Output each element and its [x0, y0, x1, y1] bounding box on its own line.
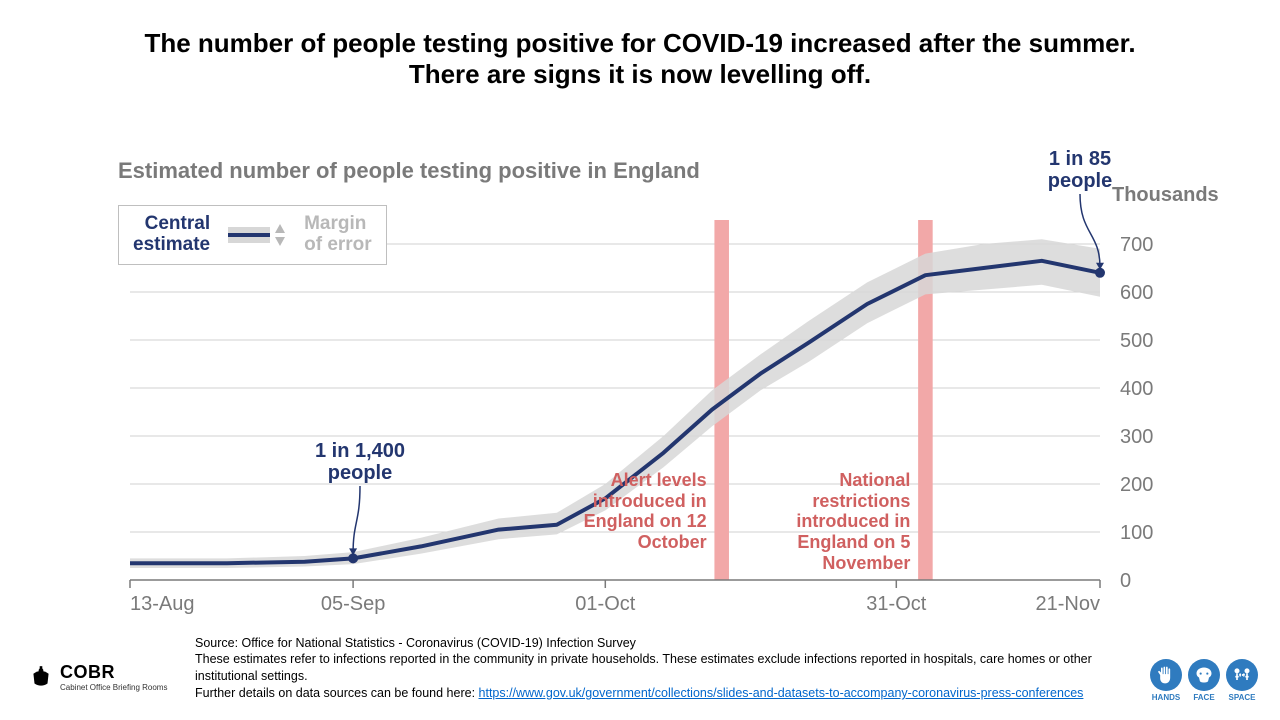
footer-line-2: These estimates refer to infections repo… [195, 651, 1135, 685]
event-label: Alert levels introduced in England on 12… [547, 470, 707, 553]
cobr-logo: COBR Cabinet Office Briefing Rooms [28, 662, 167, 692]
crest-icon [28, 664, 54, 690]
legend-line-rect [228, 233, 270, 237]
slide-root: { "title": { "line1": "The number of peo… [0, 0, 1280, 720]
x-tick-label: 31-Oct [866, 593, 926, 615]
y-tick-label: 300 [1120, 426, 1153, 448]
hfs-label: HANDS [1152, 693, 1180, 702]
hfs-item: HANDS [1150, 659, 1182, 702]
hfs-item: SPACE [1226, 659, 1258, 702]
line-chart: 0 100 200 300 400 500 600 700 13-Aug 05-Sep 01-Oct… [0, 0, 1280, 720]
y-tick-label: 700 [1120, 234, 1153, 256]
cobr-text: COBR Cabinet Office Briefing Rooms [60, 662, 167, 692]
y-tick-label: 0 [1120, 570, 1131, 592]
legend-left-1: Central [133, 214, 210, 235]
x-tick-label: 05-Sep [321, 593, 386, 615]
hands-face-space-icons: HANDS FACE SPACE [1150, 659, 1258, 702]
space-icon [1226, 659, 1258, 691]
legend-right-1: Margin [304, 214, 372, 235]
legend-right-2: of error [304, 235, 372, 256]
footer-link[interactable]: https://www.gov.uk/government/collection… [479, 686, 1084, 700]
face-icon [1188, 659, 1220, 691]
hfs-label: FACE [1193, 693, 1214, 702]
x-tick-label: 01-Oct [575, 593, 635, 615]
x-tick-label: 21-Nov [1036, 593, 1100, 615]
y-tick-label: 400 [1120, 378, 1153, 400]
legend-margin-arrows [274, 224, 286, 246]
legend-series-swatch [228, 224, 270, 246]
hfs-label: SPACE [1229, 693, 1256, 702]
y-tick-label: 600 [1120, 282, 1153, 304]
footer-line-3-prefix: Further details on data sources can be f… [195, 686, 479, 700]
footer-line-3: Further details on data sources can be f… [195, 685, 1135, 702]
y-tick-label: 100 [1120, 522, 1153, 544]
annotation-callout: 1 in 85people [1020, 148, 1140, 192]
annotation-callout: 1 in 1,400people [300, 440, 420, 484]
y-tick-label: 200 [1120, 474, 1153, 496]
annotation-leader [353, 486, 360, 552]
x-tick-label: 13-Aug [130, 593, 195, 615]
legend-margin-of-error-label: Margin of error [304, 214, 372, 256]
footer-line-1: Source: Office for National Statistics -… [195, 635, 1135, 652]
cobr-subtitle: Cabinet Office Briefing Rooms [60, 683, 167, 692]
legend-left-2: estimate [133, 235, 210, 256]
legend: Central estimate Margin of error [118, 205, 387, 265]
hfs-item: FACE [1188, 659, 1220, 702]
hands-icon [1150, 659, 1182, 691]
legend-swatch [228, 224, 286, 246]
y-tick-label: 500 [1120, 330, 1153, 352]
legend-central-estimate-label: Central estimate [133, 214, 210, 256]
event-label: National restrictions introduced in Engl… [750, 470, 910, 573]
cobr-title: COBR [60, 662, 167, 683]
footer-source-text: Source: Office for National Statistics -… [195, 635, 1135, 703]
